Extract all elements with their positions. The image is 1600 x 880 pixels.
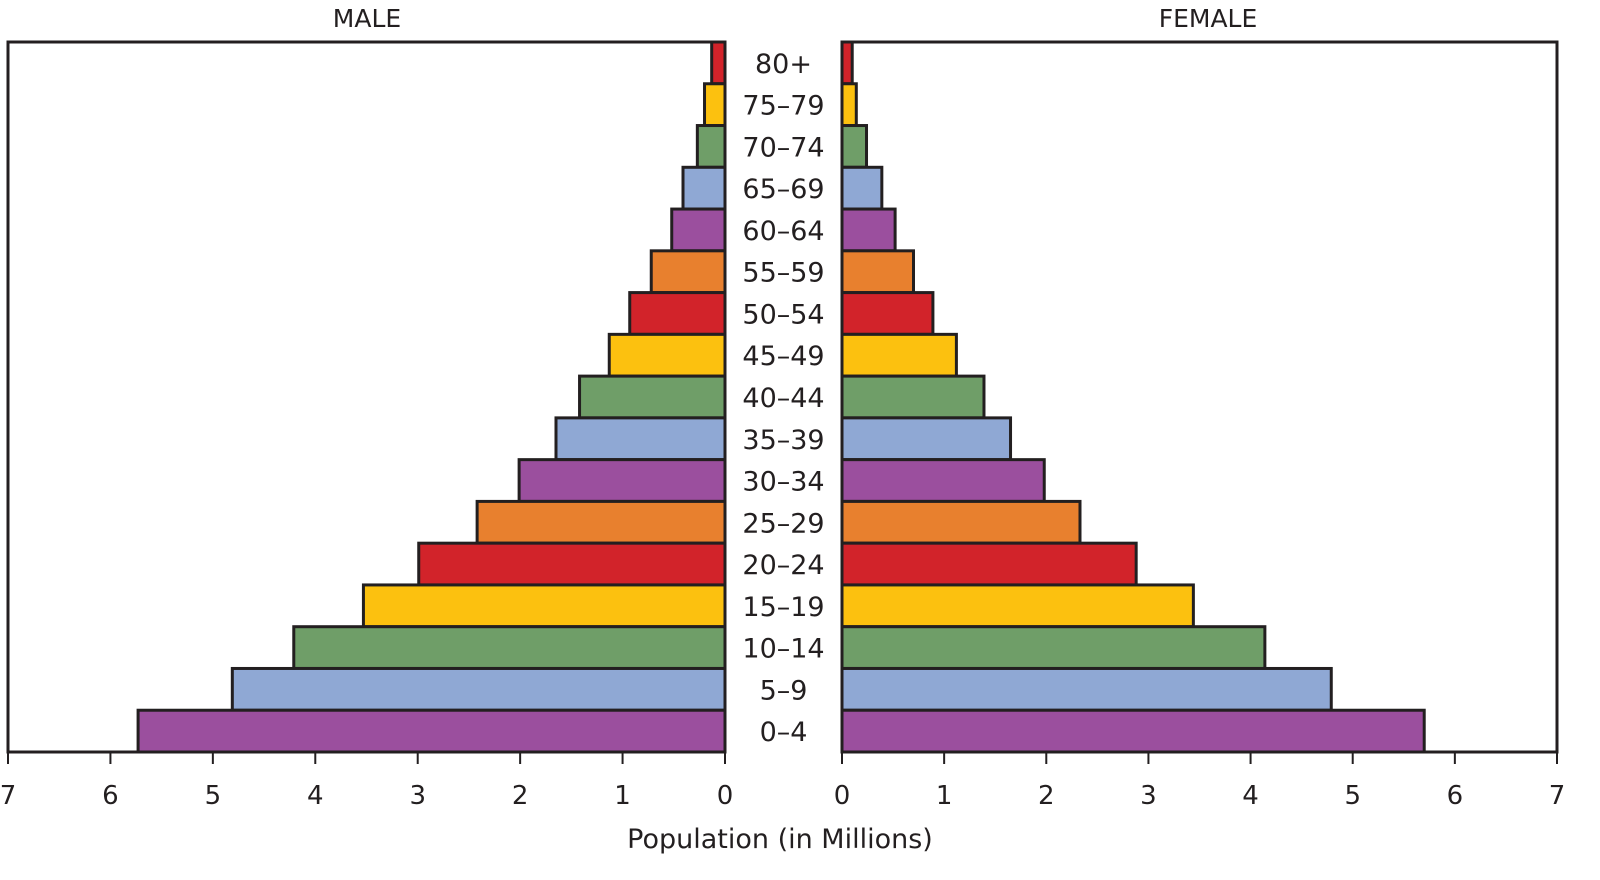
age-group-label: 35–39 — [742, 425, 824, 456]
male-x-tick-label: 2 — [512, 781, 529, 811]
female-bar-55–59 — [840, 249, 915, 295]
age-group-label: 75–79 — [742, 91, 824, 122]
male-bar-30–34 — [517, 458, 727, 503]
female-bar-40–44 — [840, 374, 986, 420]
female-bar-75–79 — [840, 82, 858, 128]
male-bar-60–64 — [670, 207, 727, 253]
female-x-tick-label: 4 — [1242, 781, 1259, 811]
female-bar-10–14 — [840, 625, 1267, 670]
female-bar-35–39 — [840, 416, 1013, 462]
age-group-label: 60–64 — [742, 216, 824, 247]
female-bar-30–34 — [840, 458, 1046, 503]
male-bar-50–54 — [628, 291, 727, 336]
female-x-tick-label: 5 — [1344, 781, 1361, 811]
female-bar-50–54 — [840, 291, 935, 336]
male-x-tick-label: 6 — [102, 781, 119, 811]
female-x-tick-label: 7 — [1549, 781, 1566, 811]
female-bar-25–29 — [840, 499, 1082, 545]
female-bar-5–9 — [840, 666, 1333, 712]
female-panel-title: FEMALE — [1159, 4, 1258, 33]
male-bar-75–79 — [703, 82, 727, 128]
age-group-label: 10–14 — [742, 634, 824, 665]
male-bar-25–29 — [475, 499, 727, 545]
male-bar-5–9 — [230, 666, 727, 712]
male-bar-65–69 — [681, 165, 727, 211]
female-x-tick-label: 0 — [834, 781, 851, 811]
age-group-label: 15–19 — [742, 592, 824, 623]
age-group-label: 30–34 — [742, 467, 824, 498]
male-bar-35–39 — [554, 416, 727, 462]
male-bar-40–44 — [578, 374, 727, 420]
male-bar-80+ — [710, 40, 727, 86]
age-group-label: 0–4 — [760, 717, 808, 748]
age-group-label: 45–49 — [742, 341, 824, 372]
male-x-tick-label: 1 — [614, 781, 631, 811]
female-bar-0–4 — [840, 708, 1426, 754]
female-x-tick-label: 1 — [936, 781, 953, 811]
age-group-label: 40–44 — [742, 383, 824, 414]
age-group-label: 70–74 — [742, 132, 824, 163]
male-x-tick-label: 5 — [205, 781, 222, 811]
age-group-label: 55–59 — [742, 258, 824, 289]
female-x-tick-label: 3 — [1140, 781, 1157, 811]
age-group-label: 50–54 — [742, 299, 824, 330]
age-group-label: 25–29 — [742, 508, 824, 539]
x-axis-label: Population (in Millions) — [627, 824, 933, 855]
female-x-tick-label: 6 — [1447, 781, 1464, 811]
male-bar-70–74 — [695, 124, 727, 169]
male-bar-10–14 — [292, 625, 727, 670]
male-x-tick-label: 7 — [0, 781, 16, 811]
female-bar-20–24 — [840, 541, 1138, 587]
female-bar-45–49 — [840, 332, 958, 378]
age-group-label: 65–69 — [742, 174, 824, 205]
male-x-tick-label: 0 — [717, 781, 734, 811]
age-group-label: 5–9 — [760, 675, 808, 706]
male-x-tick-label: 3 — [409, 781, 426, 811]
male-bar-0–4 — [136, 708, 727, 754]
male-x-tick-label: 4 — [307, 781, 324, 811]
female-x-tick-label: 2 — [1038, 781, 1055, 811]
male-bar-15–19 — [361, 583, 727, 629]
male-bar-55–59 — [649, 249, 727, 295]
female-bar-65–69 — [840, 165, 884, 211]
female-bar-60–64 — [840, 207, 897, 253]
female-bar-15–19 — [840, 583, 1195, 629]
male-bar-20–24 — [417, 541, 727, 587]
age-group-label: 80+ — [755, 49, 812, 80]
age-group-label: 20–24 — [742, 550, 824, 581]
male-panel-title: MALE — [333, 4, 401, 33]
female-bar-70–74 — [840, 124, 869, 169]
male-bar-45–49 — [607, 332, 727, 378]
female-bar-80+ — [840, 40, 854, 86]
